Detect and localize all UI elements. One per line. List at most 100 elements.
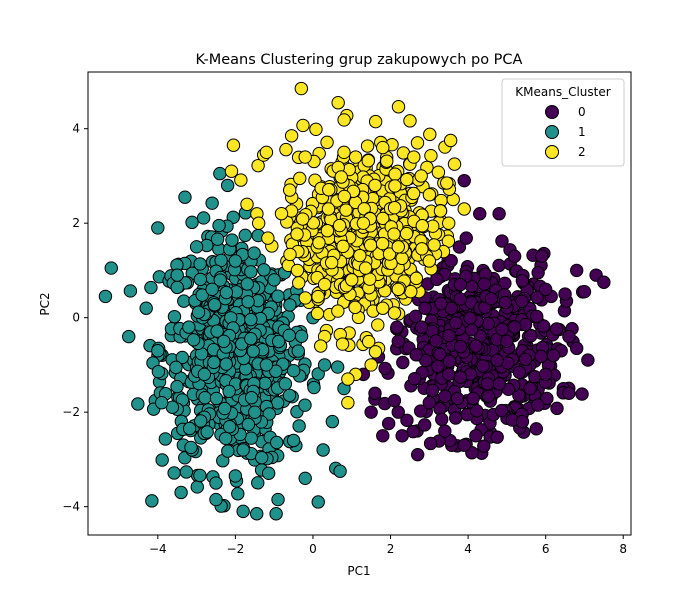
data-point <box>331 96 345 110</box>
data-point <box>415 219 429 233</box>
data-point <box>452 240 467 254</box>
data-point <box>364 358 378 372</box>
data-point <box>292 276 306 290</box>
data-point <box>257 263 271 277</box>
data-point <box>314 339 328 353</box>
data-point <box>364 405 378 419</box>
data-point <box>345 273 359 287</box>
data-point <box>529 422 544 436</box>
data-point <box>423 436 438 451</box>
data-point <box>312 236 326 250</box>
data-point <box>498 295 513 310</box>
y-tick-label: 2 <box>72 216 80 230</box>
data-point <box>480 377 495 391</box>
data-point <box>530 290 544 305</box>
data-point <box>244 331 258 346</box>
data-point <box>388 179 402 193</box>
data-point <box>453 340 468 354</box>
data-point <box>492 207 506 221</box>
data-point <box>144 280 158 295</box>
data-point <box>269 507 283 521</box>
data-point <box>390 320 404 334</box>
data-point <box>270 435 284 450</box>
data-point <box>538 367 553 382</box>
data-point <box>98 289 113 304</box>
data-point <box>225 233 239 247</box>
data-point <box>450 391 465 406</box>
legend-box <box>501 78 625 167</box>
data-point <box>540 391 554 406</box>
data-point <box>246 344 260 358</box>
data-point <box>271 334 286 349</box>
data-point <box>413 404 428 418</box>
data-point <box>193 468 207 483</box>
data-point <box>453 277 468 292</box>
data-point <box>238 228 252 243</box>
data-point <box>581 353 595 367</box>
data-point <box>562 386 576 400</box>
data-point <box>298 150 312 164</box>
data-point <box>198 390 212 405</box>
data-point <box>463 311 477 325</box>
data-point <box>247 246 261 260</box>
data-point <box>459 231 473 245</box>
data-point <box>330 360 345 374</box>
data-point <box>494 403 509 418</box>
data-point <box>189 240 204 254</box>
data-point <box>376 429 390 443</box>
data-point <box>409 271 424 286</box>
x-tick-label: −4 <box>149 542 167 556</box>
data-point <box>185 215 199 230</box>
x-tick-label: 0 <box>309 542 317 556</box>
data-point <box>283 298 297 312</box>
data-point <box>500 334 514 348</box>
legend-marker-0 <box>545 105 559 119</box>
y-tick-label: 0 <box>72 311 80 325</box>
data-point <box>248 405 262 419</box>
series-cluster-0 <box>356 173 611 462</box>
data-point <box>380 154 394 168</box>
data-point <box>339 203 353 217</box>
y-tick-label: 4 <box>72 122 80 136</box>
x-tick-label: 4 <box>464 542 472 556</box>
data-point <box>453 370 468 384</box>
data-point <box>278 377 293 391</box>
data-point <box>267 273 281 287</box>
data-point <box>321 202 336 216</box>
data-point <box>427 238 441 252</box>
data-point <box>408 309 423 324</box>
y-tick-label: −2 <box>62 405 80 419</box>
data-point <box>422 396 437 410</box>
data-point <box>182 421 197 436</box>
data-point <box>453 292 467 306</box>
data-point <box>447 157 462 171</box>
plot-area <box>98 81 611 521</box>
data-point <box>470 404 484 418</box>
data-point <box>443 133 458 148</box>
data-point <box>430 272 444 287</box>
data-point <box>406 186 421 201</box>
legend-label-2: 2 <box>578 145 586 159</box>
data-point <box>219 285 234 300</box>
data-point <box>334 170 348 184</box>
data-point <box>269 364 283 378</box>
data-point <box>122 329 136 344</box>
data-point <box>353 248 367 263</box>
data-point <box>442 216 456 230</box>
data-point <box>444 254 458 268</box>
data-point <box>442 354 457 369</box>
data-point <box>255 450 269 465</box>
data-point <box>139 301 153 315</box>
y-axis-label: PC2 <box>38 292 52 315</box>
data-point <box>507 249 522 263</box>
data-point <box>213 166 227 181</box>
data-point <box>403 114 417 128</box>
data-point <box>550 401 564 416</box>
data-point <box>219 357 233 371</box>
data-point <box>320 135 334 150</box>
data-point <box>240 277 255 291</box>
data-point <box>490 430 504 444</box>
data-point <box>361 334 376 349</box>
data-point <box>298 398 312 412</box>
data-point <box>387 227 401 241</box>
